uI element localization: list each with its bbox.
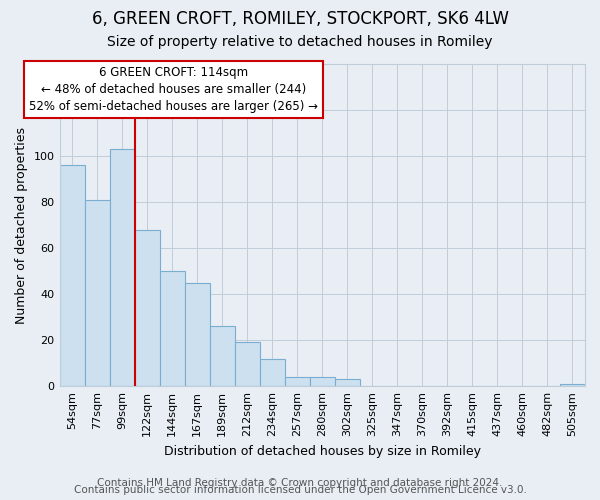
- Bar: [235, 342, 260, 386]
- Text: Contains public sector information licensed under the Open Government Licence v3: Contains public sector information licen…: [74, 485, 526, 495]
- X-axis label: Distribution of detached houses by size in Romiley: Distribution of detached houses by size …: [164, 444, 481, 458]
- Bar: [335, 380, 360, 386]
- Bar: [185, 282, 209, 386]
- Bar: [134, 230, 160, 386]
- Text: Contains HM Land Registry data © Crown copyright and database right 2024.: Contains HM Land Registry data © Crown c…: [97, 478, 503, 488]
- Bar: [85, 200, 110, 386]
- Bar: [285, 377, 310, 386]
- Bar: [110, 149, 134, 386]
- Bar: [560, 384, 585, 386]
- Text: Size of property relative to detached houses in Romiley: Size of property relative to detached ho…: [107, 35, 493, 49]
- Bar: [59, 166, 85, 386]
- Bar: [310, 377, 335, 386]
- Y-axis label: Number of detached properties: Number of detached properties: [15, 126, 28, 324]
- Bar: [209, 326, 235, 386]
- Bar: [160, 271, 185, 386]
- Bar: [260, 358, 285, 386]
- Text: 6 GREEN CROFT: 114sqm
← 48% of detached houses are smaller (244)
52% of semi-det: 6 GREEN CROFT: 114sqm ← 48% of detached …: [29, 66, 318, 113]
- Text: 6, GREEN CROFT, ROMILEY, STOCKPORT, SK6 4LW: 6, GREEN CROFT, ROMILEY, STOCKPORT, SK6 …: [91, 10, 509, 28]
